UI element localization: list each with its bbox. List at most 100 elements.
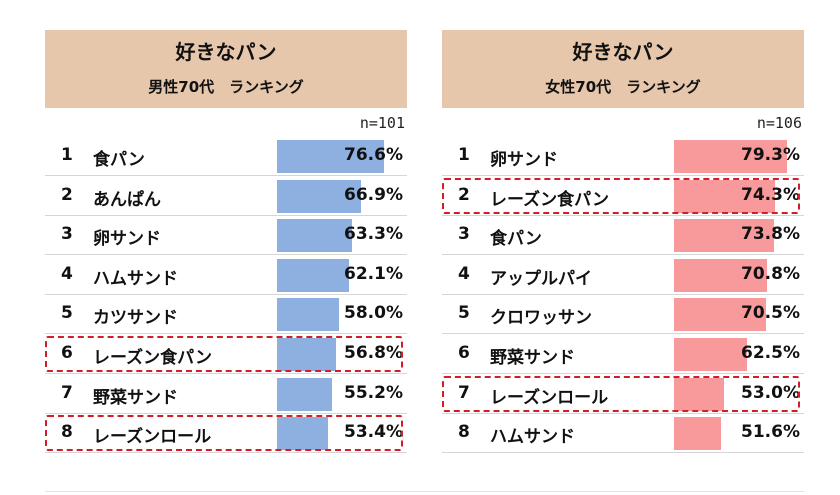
male-value-label: 76.6%	[344, 145, 403, 165]
female-rank-number: 4	[458, 263, 470, 284]
female-rank-number: 8	[458, 422, 470, 443]
female-bread-name: 卵サンド	[490, 150, 558, 170]
female-bar	[674, 417, 721, 451]
male-ranking-row: 8 レーズンロール 53.4%	[45, 413, 407, 454]
male-rank-number: 3	[61, 224, 73, 245]
female-ranking-row: 2 レーズン食パン 74.3%	[442, 176, 804, 216]
female-panel-title: 好きなパン	[572, 40, 674, 64]
female-value-label: 70.8%	[741, 263, 800, 284]
female-bread-name: ハムサンド	[490, 427, 575, 448]
female-bar	[674, 377, 725, 411]
female-sample-size: n=106	[756, 114, 802, 132]
male-value-label: 58.0%	[344, 303, 403, 324]
male-rank-number: 1	[61, 145, 73, 165]
female-value-label: 53.0%	[741, 382, 800, 403]
male-highlight-box	[45, 415, 403, 452]
male-rank-number: 5	[61, 303, 73, 324]
female-row-separator	[442, 412, 804, 414]
female-rank-number: 7	[458, 382, 470, 403]
female-bar	[674, 298, 767, 332]
bottom-divider	[45, 491, 804, 492]
female-value-label: 62.5%	[741, 343, 800, 363]
female-bar	[674, 338, 747, 371]
male-bar	[277, 338, 337, 371]
female-ranking-row: 5 クロワッサン 70.5%	[442, 294, 804, 335]
male-bread-name: カツサンド	[93, 308, 178, 329]
female-bread-name: レーズンロール	[490, 387, 609, 408]
female-row-separator	[442, 214, 804, 216]
female-row-separator	[442, 452, 804, 454]
female-row-separator	[442, 373, 804, 374]
female-value-label: 73.8%	[741, 224, 800, 245]
male-ranking-panel: 好きなパン 男性70代 ランキング n=101 1 食パン 76.6% 2 あんぱん 66…	[45, 30, 407, 454]
male-rank-number: 6	[61, 343, 73, 363]
male-bar	[277, 179, 361, 213]
male-value-label: 63.3%	[344, 224, 403, 245]
male-bread-name: 野菜サンド	[93, 387, 178, 408]
female-ranking-row: 1 卵サンド 79.3%	[442, 136, 804, 176]
female-ranking-row: 7 レーズンロール 53.0%	[442, 374, 804, 414]
male-bread-name: レーズン食パン	[93, 348, 212, 368]
female-ranking-row: 6 野菜サンド 62.5%	[442, 334, 804, 374]
male-ranking-row: 6 レーズン食パン 56.8%	[45, 334, 407, 374]
male-row-separator	[45, 452, 407, 454]
female-ranking-row: 3 食パン 73.8%	[442, 215, 804, 256]
male-value-label: 55.2%	[344, 382, 403, 403]
male-row-separator	[45, 175, 407, 176]
male-panel-subtitle: 男性70代 ランキング	[148, 78, 304, 96]
female-rank-number: 1	[458, 145, 470, 165]
female-rank-number: 5	[458, 303, 470, 324]
male-ranking-row: 5 カツサンド 58.0%	[45, 294, 407, 335]
female-rank-number: 6	[458, 343, 470, 363]
male-row-separator	[45, 254, 407, 256]
female-bread-name: レーズン食パン	[490, 189, 609, 210]
male-row-separator	[45, 214, 407, 216]
male-rank-number: 4	[61, 263, 73, 284]
female-bread-name: クロワッサン	[490, 308, 592, 329]
female-bread-name: アップルパイ	[490, 268, 592, 289]
female-bar	[674, 179, 776, 213]
male-ranking-row: 2 あんぱん 66.9%	[45, 176, 407, 216]
female-ranking-panel: 好きなパン 女性70代 ランキング n=106 1 卵サンド 79.3% 2 レーズン食…	[442, 30, 804, 454]
female-bar	[674, 140, 788, 173]
female-row-separator	[442, 333, 804, 335]
female-bar	[674, 219, 775, 253]
female-bar	[674, 258, 767, 292]
male-bread-name: レーズンロール	[93, 427, 212, 448]
male-bar	[277, 140, 384, 173]
female-row-separator	[442, 293, 804, 295]
female-bread-name: 食パン	[490, 229, 542, 250]
male-bread-name: 卵サンド	[93, 229, 161, 250]
male-bar	[277, 258, 350, 292]
male-highlight-box	[45, 336, 403, 372]
male-sample-size: n=101	[359, 114, 405, 132]
male-row-separator	[45, 293, 407, 295]
female-row-separator	[442, 175, 804, 176]
male-ranking-row: 1 食パン 76.6%	[45, 136, 407, 176]
male-rank-number: 7	[61, 382, 73, 403]
male-ranking-row: 4 ハムサンド 62.1%	[45, 255, 407, 295]
male-bread-name: 食パン	[93, 150, 145, 170]
female-value-label: 74.3%	[741, 184, 800, 205]
male-panel-header: 好きなパン 男性70代 ランキング	[45, 30, 407, 108]
male-bar	[277, 417, 329, 451]
male-value-label: 66.9%	[344, 184, 403, 205]
male-value-label: 53.4%	[344, 422, 403, 443]
female-ranking-row: 4 アップルパイ 70.8%	[442, 255, 804, 295]
female-row-separator	[442, 254, 804, 256]
male-value-label: 56.8%	[344, 343, 403, 363]
female-rank-number: 2	[458, 184, 470, 205]
male-bread-name: あんぱん	[93, 189, 161, 210]
male-ranking-row: 7 野菜サンド 55.2%	[45, 374, 407, 414]
male-rank-number: 8	[61, 422, 73, 443]
female-value-label: 51.6%	[741, 422, 800, 443]
male-ranking-row: 3 卵サンド 63.3%	[45, 215, 407, 256]
male-bar	[277, 377, 333, 411]
female-ranking-row: 8 ハムサンド 51.6%	[442, 413, 804, 454]
female-value-label: 70.5%	[741, 303, 800, 324]
female-bread-name: 野菜サンド	[490, 348, 575, 368]
male-row-separator	[45, 333, 407, 335]
male-bread-name: ハムサンド	[93, 268, 178, 289]
female-highlight-box	[442, 375, 800, 412]
female-rank-number: 3	[458, 224, 470, 245]
